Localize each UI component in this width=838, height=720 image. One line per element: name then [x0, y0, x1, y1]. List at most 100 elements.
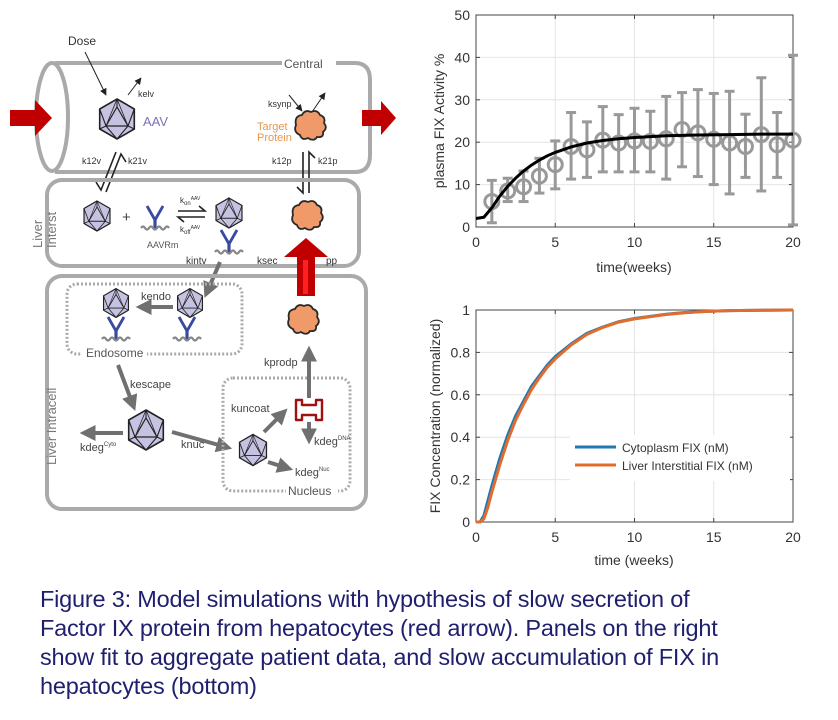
x-tick-label: 10: [627, 529, 643, 545]
data-point: [626, 106, 643, 174]
figure-caption: Figure 3: Model simulations with hypothe…: [40, 585, 830, 701]
data-marker: [546, 156, 564, 174]
endosome-label: Endosome: [86, 346, 144, 360]
aav-capsid-icon: [98, 98, 136, 140]
fix-concentration-chart: 0 5 10 15 20 0 0.2 0.4 0.6 0.8 1 Cytoplasm FIX (nM…: [427, 302, 801, 568]
plus-sign: +: [122, 209, 131, 226]
liver-interstitial-compartment: [45, 178, 361, 268]
data-marker: [768, 136, 786, 154]
intracell-protein-icon: [287, 304, 320, 335]
endosome-capsid-icon-2: [176, 288, 204, 318]
dose-label: Dose: [68, 34, 96, 48]
binding-equilibrium-arrows: [175, 205, 208, 223]
liver-interstitial-fix-line: [476, 308, 794, 524]
data-point: [705, 91, 723, 187]
interstitial-protein-icon: [291, 200, 324, 231]
data-marker: [705, 130, 723, 148]
endosome-compartment: [65, 282, 244, 356]
data-point: [499, 176, 517, 204]
ksecp-label: ksec: [257, 256, 278, 267]
model-fit-line: [475, 132, 793, 220]
caption-line: Factor IX protein from hepatocytes (red …: [40, 615, 718, 641]
y-tick-label: 0.8: [451, 344, 471, 360]
aavr-receptor-icon: [139, 204, 171, 232]
dna-icon: [294, 398, 324, 422]
data-marker: [641, 132, 659, 150]
k12v-label: k12v: [82, 156, 102, 166]
x-tick-label: 5: [551, 529, 559, 545]
data-point: [610, 113, 628, 174]
endosome-capsid-icon-1: [102, 288, 130, 318]
y-tick-label: 0.4: [451, 429, 471, 445]
data-point: [657, 94, 675, 181]
liver-interst-label-2: Interst: [44, 211, 59, 248]
kon-label: konAAV: [180, 196, 201, 207]
data-marker: [499, 182, 517, 200]
data-point: [784, 53, 802, 227]
y-tick-label: 50: [454, 7, 470, 23]
caption-line: show fit to aggregate patient data, and …: [40, 644, 719, 670]
bound-receptor-icon: [213, 228, 245, 256]
ksynp-label: ksynp: [268, 99, 292, 109]
koff-label: koffAAV: [180, 225, 201, 236]
kdeg-cyto-label: kdegCyto: [80, 442, 117, 454]
data-marker: [657, 130, 675, 148]
x-tick-label: 15: [706, 529, 722, 545]
secretion-arrow: [284, 238, 328, 296]
aav-label: AAV: [143, 114, 168, 129]
legend: Cytoplasm FIX (nM) Liver Interstitial FI…: [570, 435, 790, 481]
kescape-label: kescape: [130, 379, 171, 391]
target-protein-label-1: Target: [257, 121, 288, 133]
x-tick-label: 5: [551, 234, 559, 250]
y-tick-label: 0: [462, 514, 470, 530]
y-tick-label: 1: [462, 302, 470, 318]
k21v-label: k21v: [128, 156, 148, 166]
grid: [475, 309, 794, 523]
endosome-receptor-icon-2: [171, 315, 203, 343]
x-tick-label: 20: [785, 234, 801, 250]
y-tick-label: 40: [454, 49, 470, 65]
liver-intracell-compartment: [45, 274, 368, 511]
plasma-fix-activity-chart: 0 5 10 15 20 0 10 20 30 40 50 time(weeks) plasma F…: [431, 7, 802, 275]
data-marker: [530, 167, 548, 185]
liver-interst-label-1: Liver: [30, 219, 45, 248]
data-point: [578, 120, 596, 179]
endosome-receptor-icon-1: [100, 315, 132, 343]
y-tick-label: 10: [454, 177, 470, 193]
legend-label-cytoplasm: Cytoplasm FIX (nM): [622, 441, 729, 455]
kdeg-dna-label: kdegDNA: [314, 436, 351, 448]
knuc-label: knuc: [181, 439, 205, 451]
ksecp-label-tail: pp: [326, 256, 338, 267]
data-marker: [610, 134, 628, 152]
pk-model-diagram: Central Dose kelv AAV ksynp Target Prote…: [10, 34, 396, 511]
x-tick-label: 20: [785, 529, 801, 545]
y-tick-label: 0.2: [451, 472, 471, 488]
data-point: [689, 88, 707, 179]
inflow-arrow: [10, 100, 52, 136]
x-tick-label: 0: [472, 529, 480, 545]
x-tick-label: 0: [472, 234, 480, 250]
data-point: [673, 91, 691, 169]
x-tick-label: 15: [706, 234, 722, 250]
kendo-label: kendo: [141, 291, 171, 303]
data-marker: [736, 137, 754, 155]
free-capsid-icon: [83, 200, 111, 232]
target-protein-icon: [294, 110, 327, 141]
x-axis-label: time (weeks): [594, 552, 673, 568]
outflow-arrow: [362, 101, 396, 135]
data-marker: [626, 132, 643, 150]
data-point: [736, 112, 754, 179]
nuclear-capsid-icon: [238, 433, 268, 467]
data-point: [641, 109, 659, 174]
aavrm-label: AAVRm: [147, 240, 178, 250]
kprodp-label: kprodp: [264, 357, 298, 369]
data-marker: [689, 124, 707, 142]
k21p-label: k21p: [318, 156, 338, 166]
y-tick-label: 30: [454, 92, 470, 108]
cytoplasm-capsid-icon: [127, 409, 165, 451]
data-point: [768, 111, 786, 179]
kintv-label: kintv: [186, 256, 207, 267]
y-axis-label: FIX Concentration (normalized): [427, 319, 443, 514]
kuncoat-label: kuncoat: [231, 403, 270, 415]
caption-line: Figure 3: Model simulations with hypothe…: [40, 586, 690, 612]
